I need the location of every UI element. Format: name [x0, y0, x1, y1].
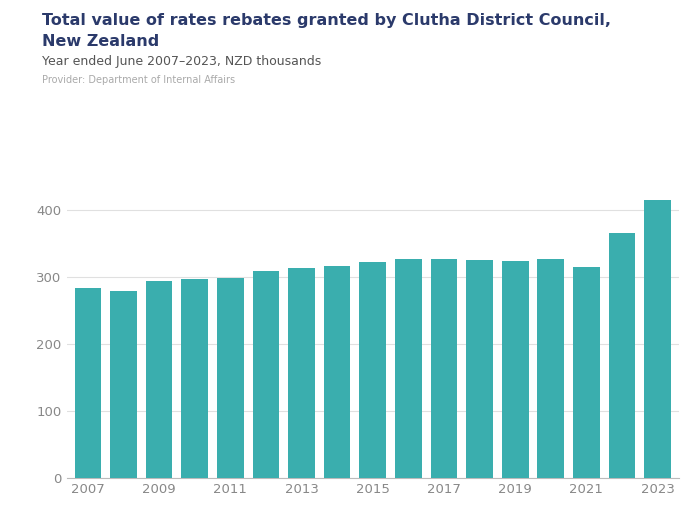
Bar [253, 271, 279, 478]
Bar [644, 201, 671, 478]
Text: New Zealand: New Zealand [42, 34, 160, 49]
Text: Total value of rates rebates granted by Clutha District Council,: Total value of rates rebates granted by … [42, 13, 611, 28]
Bar [146, 281, 172, 478]
Bar [502, 260, 528, 478]
Bar [181, 279, 208, 478]
Bar [538, 259, 564, 478]
Bar [395, 259, 421, 478]
Bar [430, 259, 457, 478]
Bar [74, 288, 102, 478]
Text: Provider: Department of Internal Affairs: Provider: Department of Internal Affairs [42, 75, 235, 85]
Bar [110, 291, 136, 478]
Bar [466, 260, 493, 478]
Text: figure.nz: figure.nz [584, 24, 661, 39]
Bar [217, 278, 244, 478]
Bar [573, 267, 600, 478]
Bar [288, 268, 315, 478]
Bar [359, 262, 386, 478]
Text: Year ended June 2007–2023, NZD thousands: Year ended June 2007–2023, NZD thousands [42, 55, 321, 68]
Bar [609, 233, 636, 478]
Bar [324, 266, 351, 478]
